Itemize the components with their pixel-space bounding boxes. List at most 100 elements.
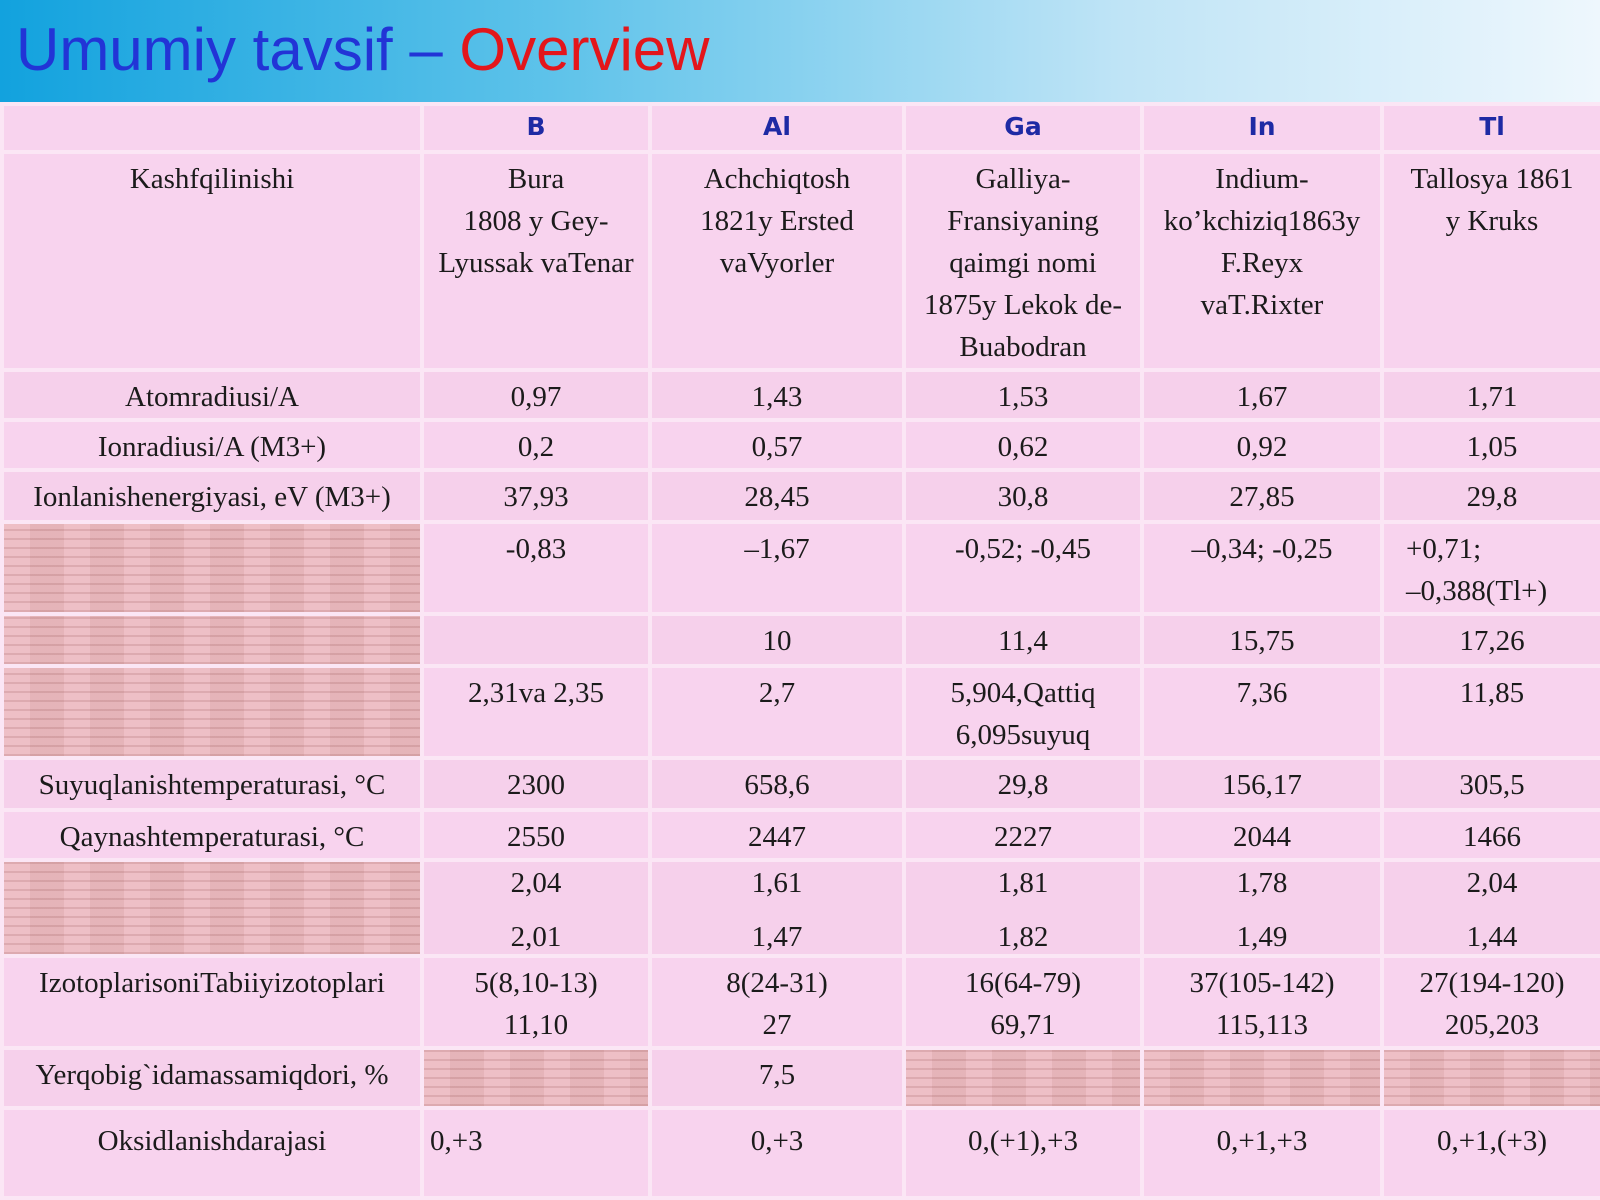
table-cell: Bura 1808 y Gey- Lyussak vaTenar xyxy=(420,150,652,372)
table-row: Kashfqilinishi Bura 1808 y Gey- Lyussak … xyxy=(0,150,1600,372)
table-cell: 28,45 xyxy=(648,468,906,524)
table-cell: -0,83 xyxy=(420,520,652,616)
table-cell: 16(64-79) 69,71 xyxy=(902,954,1144,1050)
table-cell: 1,53 xyxy=(902,368,1144,422)
header-cell-b: B xyxy=(420,102,652,154)
table-cell: 8(24-31) 27 xyxy=(648,954,906,1050)
table-cell: 30,8 xyxy=(902,468,1144,524)
table-cell-obscured xyxy=(1380,1046,1600,1110)
slide-title-part2: Overview xyxy=(459,16,710,83)
row-label-oxidation-state: Oksidlanishdarajasi xyxy=(0,1106,424,1200)
table-cell: 0,+1,(+3) xyxy=(1380,1106,1600,1200)
table-cell: 0,+1,+3 xyxy=(1140,1106,1384,1200)
row-label-obscured xyxy=(0,520,424,616)
header-cell-tl: Tl xyxy=(1380,102,1600,154)
table-cell: 2,04 2,01 xyxy=(420,858,652,958)
table-cell: 11,4 xyxy=(902,612,1144,668)
table-cell: 305,5 xyxy=(1380,756,1600,812)
table-cell: 5,904,Qattiq 6,095suyuq xyxy=(902,664,1144,760)
table-cell: 1,61 1,47 xyxy=(648,858,906,958)
table-cell: 2300 xyxy=(420,756,652,812)
table-cell: 156,17 xyxy=(1140,756,1384,812)
table-cell xyxy=(420,612,652,668)
table-cell: 0,(+1),+3 xyxy=(902,1106,1144,1200)
table-cell: 1466 xyxy=(1380,808,1600,862)
header-cell-in: In xyxy=(1140,102,1384,154)
table-cell: 0,2 xyxy=(420,418,652,472)
table-cell: 27,85 xyxy=(1140,468,1384,524)
table-cell: 29,8 xyxy=(1380,468,1600,524)
table-row: Yerqobig`idamassamiqdori, % 7,5 xyxy=(0,1046,1600,1110)
table-cell: 0,57 xyxy=(648,418,906,472)
table-cell: 5(8,10-13) 11,10 xyxy=(420,954,652,1050)
table-cell: 0,97 xyxy=(420,368,652,422)
table-cell: 1,05 xyxy=(1380,418,1600,472)
row-label-melting-point: Suyuqlanishtemperaturasi, °C xyxy=(0,756,424,812)
table-row: 2,04 2,01 1,61 1,47 1,81 1,82 1,78 1,49 … xyxy=(0,858,1600,958)
table-cell: 658,6 xyxy=(648,756,906,812)
row-label-isotopes: IzotoplarisoniTabiiyizotoplari xyxy=(0,954,424,1050)
table-cell: 10 xyxy=(648,612,906,668)
table-cell: -0,52; -0,45 xyxy=(902,520,1144,616)
header-cell-al: Al xyxy=(648,102,906,154)
table-row: 10 11,4 15,75 17,26 xyxy=(0,612,1600,668)
row-label-atom-radius: Atomradiusi/A xyxy=(0,368,424,422)
row-label-ion-radius: Ionradiusi/A (M3+) xyxy=(0,418,424,472)
table-cell: 2,04 1,44 xyxy=(1380,858,1600,958)
row-label-obscured xyxy=(0,612,424,668)
header-cell-empty xyxy=(0,102,424,154)
table-cell: 0,+3 xyxy=(648,1106,906,1200)
table-cell: Galliya- Fransiyaning qaimgi nomi 1875y … xyxy=(902,150,1144,372)
table-cell: 1,67 xyxy=(1140,368,1384,422)
table-cell: 0,+3 xyxy=(420,1106,652,1200)
table-cell: 1,81 1,82 xyxy=(902,858,1144,958)
table-cell: 1,78 1,49 xyxy=(1140,858,1384,958)
table-cell: 37(105-142) 115,113 xyxy=(1140,954,1384,1050)
table-cell: 2447 xyxy=(648,808,906,862)
table-cell-obscured xyxy=(1140,1046,1384,1110)
row-label-ionization-energy: Ionlanishenergiyasi, eV (M3+) xyxy=(0,468,424,524)
slide-title-part1: Umumiy tavsif – xyxy=(16,16,460,83)
table-cell: Tallosya 1861 y Kruks xyxy=(1380,150,1600,372)
row-label-obscured xyxy=(0,664,424,760)
row-label-obscured xyxy=(0,858,424,958)
table-row: Ionradiusi/A (M3+) 0,2 0,57 0,62 0,92 1,… xyxy=(0,418,1600,472)
table-cell: 17,26 xyxy=(1380,612,1600,668)
slide-title: Umumiy tavsif – Overview xyxy=(16,14,709,86)
table-cell: Indium- ko’kchiziq1863y F.Reyx vaT.Rixte… xyxy=(1140,150,1384,372)
table-row: IzotoplarisoniTabiiyizotoplari 5(8,10-13… xyxy=(0,954,1600,1050)
table-row: Qaynashtemperaturasi, °C 2550 2447 2227 … xyxy=(0,808,1600,862)
table-header-row: B Al Ga In Tl xyxy=(0,102,1600,154)
row-label-discovery: Kashfqilinishi xyxy=(0,150,424,372)
table-cell-obscured xyxy=(902,1046,1144,1110)
table-cell: 1,43 xyxy=(648,368,906,422)
table-cell: 0,62 xyxy=(902,418,1144,472)
title-bar: Umumiy tavsif – Overview xyxy=(0,0,1600,102)
table-row: Suyuqlanishtemperaturasi, °C 2300 658,6 … xyxy=(0,756,1600,812)
table-cell: 2,7 xyxy=(648,664,906,760)
table-cell: 37,93 xyxy=(420,468,652,524)
header-cell-ga: Ga xyxy=(902,102,1144,154)
table-cell-obscured xyxy=(420,1046,652,1110)
table-cell: 2550 xyxy=(420,808,652,862)
table-cell: 7,5 xyxy=(648,1046,906,1110)
table-cell: 11,85 xyxy=(1380,664,1600,760)
table-row: 2,31va 2,35 2,7 5,904,Qattiq 6,095suyuq … xyxy=(0,664,1600,760)
table-cell: 7,36 xyxy=(1140,664,1384,760)
table-cell: 27(194-120) 205,203 xyxy=(1380,954,1600,1050)
table-cell: –0,34; -0,25 xyxy=(1140,520,1384,616)
table-cell: 29,8 xyxy=(902,756,1144,812)
table-row: Oksidlanishdarajasi 0,+3 0,+3 0,(+1),+3 … xyxy=(0,1106,1600,1200)
table-cell: 2044 xyxy=(1140,808,1384,862)
table-cell: 15,75 xyxy=(1140,612,1384,668)
table-cell: 2,31va 2,35 xyxy=(420,664,652,760)
table-row: -0,83 –1,67 -0,52; -0,45 –0,34; -0,25 +0… xyxy=(0,520,1600,616)
table-cell: –1,67 xyxy=(648,520,906,616)
table-cell: +0,71; –0,388(Tl+) xyxy=(1380,520,1600,616)
row-label-boiling-point: Qaynashtemperaturasi, °C xyxy=(0,808,424,862)
table-cell: 0,92 xyxy=(1140,418,1384,472)
table-cell: 2227 xyxy=(902,808,1144,862)
table-row: Atomradiusi/A 0,97 1,43 1,53 1,67 1,71 xyxy=(0,368,1600,422)
properties-table: B Al Ga In Tl Kashfqilinishi Bura 1808 y… xyxy=(0,102,1600,1200)
table-cell: 1,71 xyxy=(1380,368,1600,422)
